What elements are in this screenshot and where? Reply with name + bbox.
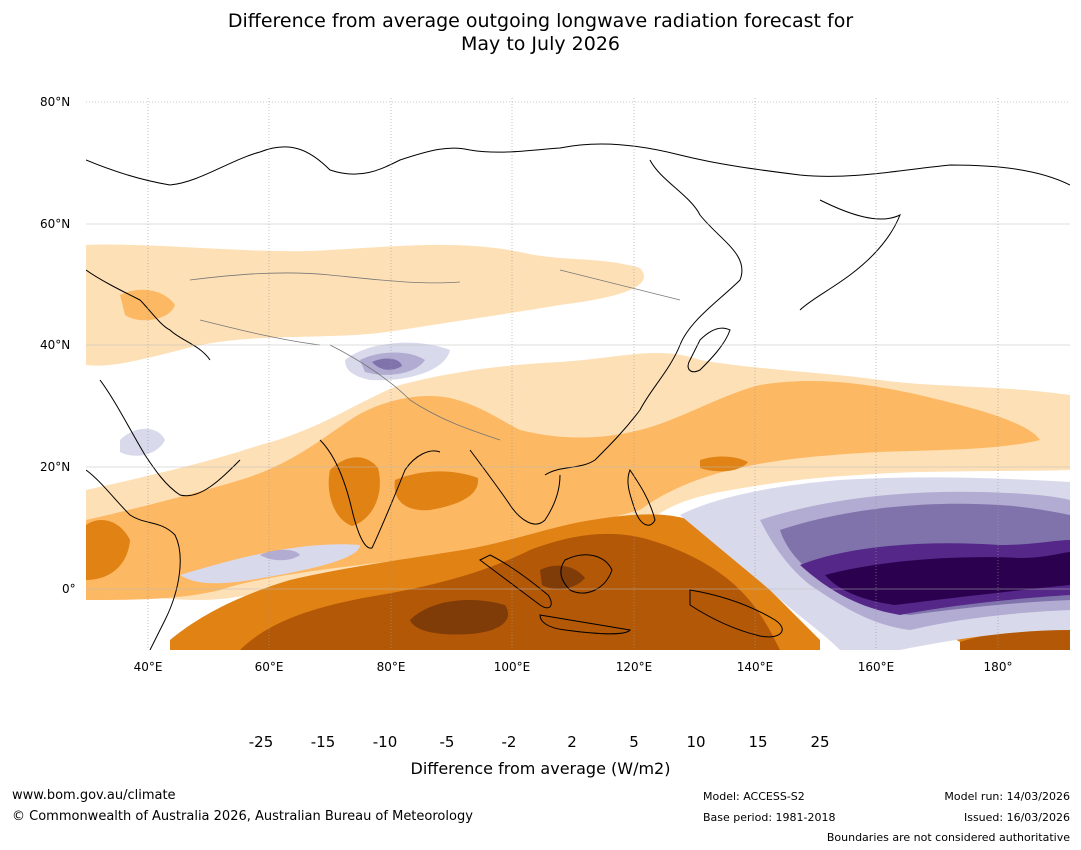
colorbar-tick: 10 (686, 733, 706, 751)
lon-label-100e: 100°E (493, 660, 531, 674)
anomaly-region-africa-dark-orange (86, 520, 130, 580)
lat-label-40n: 40°N (40, 338, 71, 352)
colorbar-tick: -25 (248, 733, 274, 751)
base-period-text: Base period: 1981-2018 (703, 811, 836, 824)
colorbar-tick: 2 (567, 733, 577, 751)
coastline-india (319, 439, 441, 549)
model-run-text: Model run: 14/03/2026 (944, 790, 1070, 803)
coastline-philippines (627, 468, 656, 526)
colorbar-tick: -2 (501, 733, 517, 751)
lon-label-120e: 120°E (615, 660, 653, 674)
lat-label-20n: 20°N (40, 460, 71, 474)
lon-label-140e: 140°E (736, 660, 774, 674)
title-line-1: Difference from average outgoing longwav… (227, 10, 854, 32)
anomaly-region-maritime-darkest-brown (540, 565, 585, 590)
coastline-new-guinea (689, 589, 783, 638)
copyright-text: © Commonwealth of Australia 2026, Austra… (12, 809, 473, 824)
lon-label-60e: 60°E (254, 660, 284, 674)
anomaly-region-pacific-darkest-purple (825, 552, 1070, 605)
anomaly-region-indian-ocean-purple (180, 544, 360, 584)
colorbar-tick: -10 (372, 733, 398, 751)
issued-text: Issued: 16/03/2026 (963, 811, 1070, 824)
colorbar-tick: 15 (748, 733, 768, 751)
coastline-java (539, 614, 631, 635)
coastline-sumatra (479, 554, 552, 609)
boundaries-disclaimer: Boundaries are not considered authoritat… (826, 831, 1070, 844)
colorbar-tick: -5 (439, 733, 455, 751)
coastline-africa (86, 469, 181, 650)
anomaly-region-bay-dark-orange (394, 471, 479, 511)
colorbar-tick: 5 (629, 733, 639, 751)
anomaly-region-north-light-orange (86, 244, 644, 366)
lon-label-80e: 80°E (376, 660, 406, 674)
anomaly-region-tibet-core-purple (372, 358, 402, 370)
coastline-europe (86, 269, 211, 361)
colorbar-tick: -15 (310, 733, 336, 751)
coastline-arabia (99, 379, 241, 497)
anomaly-region-indian-ocean-purple-core (260, 549, 300, 561)
anomaly-region-south-brown (240, 533, 780, 650)
chart-title: Difference from average outgoing longwav… (0, 10, 1081, 56)
coastline-indochina (469, 449, 561, 525)
lon-label-40e: 40°E (133, 660, 163, 674)
anomaly-region-pacific-dark-orange (700, 456, 748, 472)
website-link[interactable]: www.bom.gov.au/climate (12, 788, 176, 803)
anomaly-map (86, 98, 1070, 650)
coastline-arctic (86, 143, 1070, 186)
anomaly-region-core-darkest-brown (410, 600, 509, 635)
border-lines (189, 269, 681, 441)
lon-label-180: 180° (983, 660, 1013, 674)
coastline-kamchatka (799, 199, 901, 311)
lat-label-60n: 60°N (40, 217, 71, 231)
lat-label-80n: 80°N (40, 95, 71, 109)
anomaly-region-arabia-purple (120, 428, 165, 456)
title-line-2: May to July 2026 (461, 33, 620, 55)
lon-label-160e: 160°E (857, 660, 895, 674)
coastline-borneo (560, 554, 613, 594)
colorbar-tick: 25 (810, 733, 830, 751)
colorbar-label: Difference from average (W/m2) (410, 759, 671, 778)
lat-label-equator: 0° (62, 582, 76, 596)
coastline-east-asia (544, 159, 743, 476)
coastline-japan (687, 327, 731, 373)
model-text: Model: ACCESS-S2 (703, 790, 805, 803)
